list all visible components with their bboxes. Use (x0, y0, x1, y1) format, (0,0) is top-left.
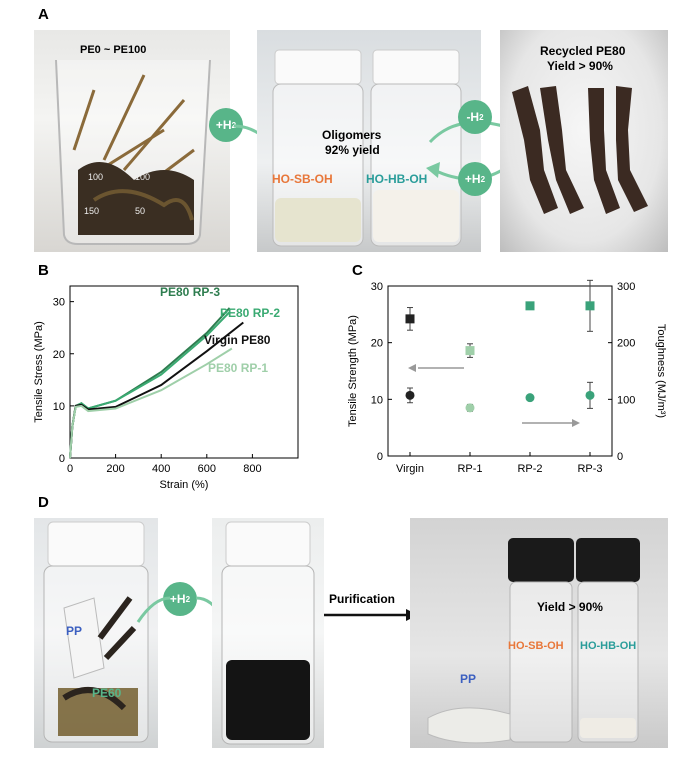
series-label-2: Virgin PE80 (204, 333, 271, 347)
panel-d-letter: D (38, 494, 49, 511)
beaker-mark-1: 100 (88, 172, 104, 182)
beaker-mark-2: 100 (135, 172, 151, 182)
purified-drawing (427, 538, 640, 744)
x-axis-label-b: Strain (%) (160, 479, 209, 491)
y2-tick-label-c: 200 (617, 338, 635, 350)
series-label-3: PE80 RP-1 (208, 361, 268, 375)
right-axis-pointer-head (572, 419, 580, 427)
y-tick-label-b: 20 (53, 349, 65, 361)
y2-tick-label-c: 100 (617, 394, 635, 406)
panel-a-letter: A (38, 6, 49, 23)
reacted-vial-photo (212, 518, 324, 748)
h2-sub: 2 (231, 120, 237, 130)
y2-tick-label-c: 0 (617, 451, 623, 463)
y-tick-label-b: 30 (53, 297, 65, 309)
panel-b-letter: B (38, 262, 49, 279)
plot-frame-c (387, 285, 613, 457)
oligomers-label: Oligomers (322, 128, 382, 142)
beaker-label: PE0 ~ PE100 (80, 44, 147, 56)
mixed-vial-drawing (43, 521, 149, 743)
h2-add-bubble-cycle: +H 2 (458, 162, 492, 196)
y-tick-label-c: 10 (371, 394, 383, 406)
tensile-stress-chart: 0 200 400 600 800 0 10 20 30 Strain (%) Tensile St… (33, 285, 299, 491)
x-tick-label-b: 200 (106, 463, 124, 475)
h2-add-text: +H (215, 118, 232, 132)
series-line-0 (69, 307, 231, 459)
dogbone-drawing (512, 86, 648, 214)
toughness-point-2 (525, 301, 535, 311)
h2-add-d-text: +H (169, 592, 186, 606)
strength-point-0 (405, 390, 415, 400)
pp-label-d2: PP (460, 672, 477, 686)
ho-sb-oh-label-d: HO-SB-OH (508, 640, 564, 652)
y2-tick-label-c: 300 (617, 281, 635, 293)
strength-point-3 (585, 390, 595, 400)
y-tick-label-b: 0 (59, 453, 65, 465)
h2-add-cycle-text: +H (464, 172, 481, 186)
series-label-0: PE80 RP-3 (160, 285, 220, 299)
beaker-drawing (55, 59, 211, 245)
mixed-plastic-vial-photo (34, 518, 158, 748)
series-label-1: PE80 RP-2 (220, 306, 280, 320)
toughness-point-0 (405, 314, 415, 324)
x-tick-label-b: 600 (198, 463, 216, 475)
left-axis-pointer-head (408, 364, 416, 372)
y-tick-label-c: 0 (377, 451, 383, 463)
y-axis-label-b: Tensile Stress (MPa) (33, 321, 45, 422)
purification-label: Purification (329, 592, 396, 606)
h2-add-cycle-sub: 2 (480, 174, 486, 184)
x-tick-label-b: 0 (67, 463, 73, 475)
ho-hb-oh-label-d: HO-HB-OH (580, 640, 637, 652)
strength-point-1 (465, 403, 475, 413)
y-axis-label-c: Tensile Strength (MPa) (347, 315, 359, 427)
category-label-2: RP-2 (517, 463, 542, 475)
category-label-0: Virgin (396, 463, 424, 475)
ho-hb-oh-label-a: HO-HB-OH (366, 172, 428, 186)
beaker-mark-3: 150 (84, 206, 100, 216)
x-tick-label-b: 400 (152, 463, 170, 475)
y-tick-label-b: 10 (53, 401, 65, 413)
toughness-point-3 (585, 301, 595, 311)
h2-remove-text: -H (466, 110, 480, 124)
pp-label-d1: PP (66, 624, 83, 638)
purification-arrow (324, 609, 418, 621)
x-tick-label-b: 800 (243, 463, 261, 475)
y-tick-label-c: 20 (371, 338, 383, 350)
toughness-point-1 (465, 346, 475, 356)
vials-drawing (272, 49, 462, 247)
pe60-label: PE60 (92, 686, 122, 700)
series-line-3 (69, 347, 233, 459)
category-label-1: RP-1 (457, 463, 482, 475)
y-tick-label-c: 30 (371, 281, 383, 293)
yield-label-d: Yield > 90% (537, 600, 603, 614)
h2-add-d-sub: 2 (185, 594, 191, 604)
oligomers-yield: 92% yield (325, 143, 380, 157)
beaker-mark-4: 50 (135, 206, 146, 216)
plot-frame-b (69, 285, 299, 459)
y2-axis-label-c: Toughness (MJ/m³) (655, 324, 667, 418)
h2-remove-sub: 2 (479, 112, 484, 122)
ho-sb-oh-label-a: HO-SB-OH (272, 172, 333, 186)
beaker-photo (34, 30, 230, 252)
strength-toughness-chart: Virgin RP-1 RP-2 RP-301020300100200300Tensi… (347, 279, 667, 475)
reacted-vial-drawing (221, 521, 315, 745)
h2-remove-bubble: -H 2 (458, 100, 492, 134)
recycled-yield: Yield > 90% (547, 59, 613, 73)
recycled-photo (500, 30, 668, 252)
strength-point-2 (525, 393, 535, 403)
vials-photo (257, 30, 481, 252)
panel-c-letter: C (352, 262, 363, 279)
category-label-3: RP-3 (577, 463, 602, 475)
purified-products-photo (410, 518, 668, 748)
recycled-title: Recycled PE80 (540, 44, 626, 58)
